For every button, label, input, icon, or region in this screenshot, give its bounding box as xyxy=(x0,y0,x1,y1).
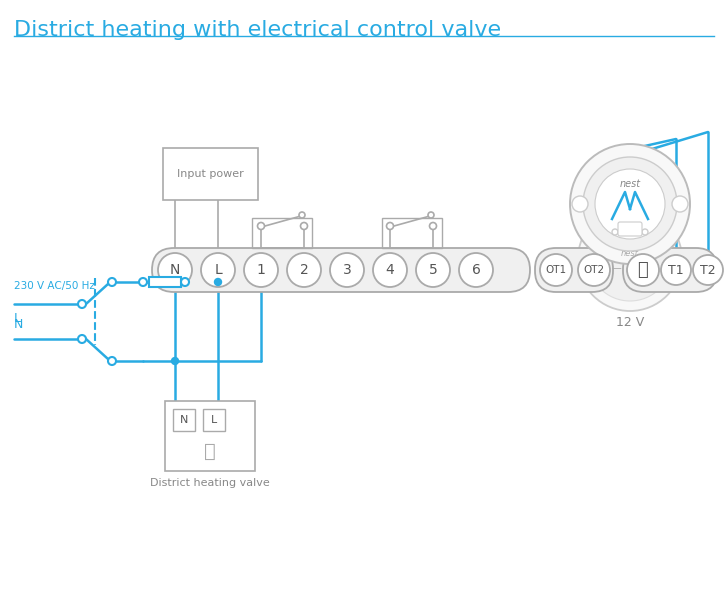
Circle shape xyxy=(258,223,264,229)
Circle shape xyxy=(428,212,434,218)
FancyBboxPatch shape xyxy=(203,409,225,431)
Circle shape xyxy=(215,279,221,286)
Text: ⏚: ⏚ xyxy=(638,261,649,279)
FancyBboxPatch shape xyxy=(152,248,530,292)
Text: nest: nest xyxy=(621,249,639,258)
Text: —: — xyxy=(611,263,621,273)
Text: T2: T2 xyxy=(700,264,716,276)
Circle shape xyxy=(108,357,116,365)
Circle shape xyxy=(301,223,307,229)
Circle shape xyxy=(108,278,116,286)
Circle shape xyxy=(642,229,648,235)
Circle shape xyxy=(572,196,588,212)
FancyBboxPatch shape xyxy=(173,409,195,431)
Text: 4: 4 xyxy=(386,263,395,277)
FancyBboxPatch shape xyxy=(535,248,613,292)
Text: L: L xyxy=(211,415,217,425)
Circle shape xyxy=(578,207,682,311)
Circle shape xyxy=(583,157,677,251)
Text: 12 V: 12 V xyxy=(616,317,644,330)
Text: OT1: OT1 xyxy=(545,265,566,275)
Circle shape xyxy=(459,253,493,287)
Text: District heating valve: District heating valve xyxy=(150,478,270,488)
Circle shape xyxy=(595,169,665,239)
Circle shape xyxy=(78,335,86,343)
Text: nest: nest xyxy=(620,179,641,189)
Circle shape xyxy=(181,278,189,286)
Text: T1: T1 xyxy=(668,264,684,276)
Circle shape xyxy=(287,253,321,287)
FancyBboxPatch shape xyxy=(618,222,642,236)
Circle shape xyxy=(387,223,394,229)
Circle shape xyxy=(244,253,278,287)
Circle shape xyxy=(299,212,305,218)
Circle shape xyxy=(172,358,178,365)
Circle shape xyxy=(661,255,691,285)
Text: N: N xyxy=(14,318,23,331)
Text: N: N xyxy=(170,263,181,277)
Text: District heating with electrical control valve: District heating with electrical control… xyxy=(14,20,501,40)
Circle shape xyxy=(578,254,610,286)
Text: ⏚: ⏚ xyxy=(204,441,216,460)
FancyBboxPatch shape xyxy=(165,401,255,471)
FancyBboxPatch shape xyxy=(149,277,181,287)
Text: 230 V AC/50 Hz: 230 V AC/50 Hz xyxy=(14,281,95,291)
Text: 1: 1 xyxy=(256,263,266,277)
Text: L: L xyxy=(214,263,222,277)
Text: 2: 2 xyxy=(300,263,309,277)
Circle shape xyxy=(588,217,672,301)
Circle shape xyxy=(330,253,364,287)
Circle shape xyxy=(416,253,450,287)
Text: 6: 6 xyxy=(472,263,480,277)
Text: Input power: Input power xyxy=(177,169,244,179)
Circle shape xyxy=(540,254,572,286)
Circle shape xyxy=(158,253,192,287)
Text: OT2: OT2 xyxy=(583,265,604,275)
Circle shape xyxy=(627,254,659,286)
Text: 3: 3 xyxy=(343,263,352,277)
Circle shape xyxy=(672,196,688,212)
FancyBboxPatch shape xyxy=(163,148,258,200)
FancyBboxPatch shape xyxy=(623,248,717,292)
Circle shape xyxy=(201,253,235,287)
Text: L: L xyxy=(14,311,21,324)
Text: 5: 5 xyxy=(429,263,438,277)
Text: 3 A: 3 A xyxy=(158,267,176,277)
Circle shape xyxy=(373,253,407,287)
Circle shape xyxy=(430,223,437,229)
Circle shape xyxy=(693,255,723,285)
Circle shape xyxy=(612,229,618,235)
Text: N: N xyxy=(180,415,188,425)
Circle shape xyxy=(570,144,690,264)
Circle shape xyxy=(78,300,86,308)
Circle shape xyxy=(139,278,147,286)
